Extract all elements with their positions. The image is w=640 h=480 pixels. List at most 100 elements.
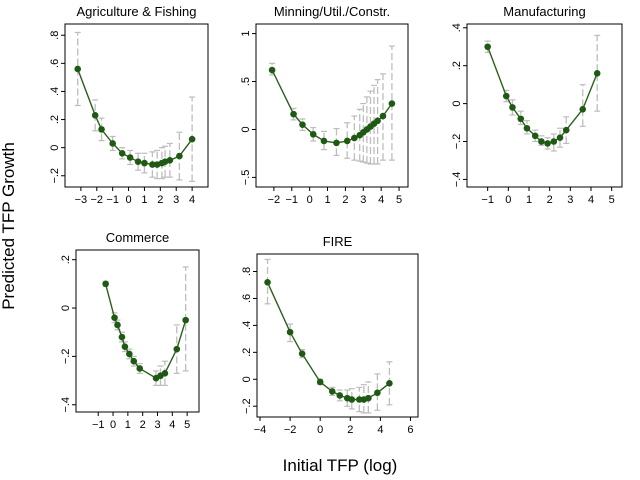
y-axis-label: Predicted TFP Growth [0, 142, 18, 310]
y-tick-label: .2 [60, 255, 72, 264]
data-point [136, 365, 144, 372]
y-tick-label: −.2 [241, 398, 253, 414]
x-tick-label: 4 [588, 194, 594, 206]
x-axis-label: Initial TFP (log) [283, 456, 398, 475]
y-tick-label: .6 [241, 294, 253, 303]
data-point [562, 126, 570, 134]
data-point [388, 100, 396, 107]
data-point [538, 138, 545, 145]
y-tick-label: .8 [49, 31, 61, 40]
y-tick-label: −.4 [60, 397, 72, 413]
data-point [386, 380, 393, 387]
y-tick-label: −.2 [60, 349, 72, 365]
x-tick-label: 2 [342, 194, 348, 206]
data-point [356, 396, 363, 403]
y-tick-label: .8 [241, 267, 253, 276]
y-tick-label: 0 [241, 376, 253, 382]
data-point [166, 157, 174, 164]
panel-title: FIRE [323, 234, 353, 249]
data-point [309, 130, 317, 138]
x-tick-label: 0 [307, 194, 313, 206]
y-tick-label: −.2 [451, 134, 463, 150]
x-tick-label: 3 [154, 419, 160, 431]
x-tick-label: 0 [505, 194, 511, 206]
panels: Agriculture & Fishing−.20.2.4.6.8−3 −2 −1 0… [49, 4, 623, 436]
plot-frame [255, 23, 409, 188]
x-tick-label: 0 [317, 424, 323, 436]
data-point [517, 115, 525, 123]
data-point [118, 149, 126, 157]
data-point [556, 134, 564, 142]
x-tick-label: 1 [141, 194, 147, 206]
data-point [290, 110, 297, 118]
y-tick-label: .6 [49, 59, 61, 68]
data-point [299, 121, 306, 128]
x-tick-label: −2 [284, 424, 297, 436]
data-point [336, 392, 344, 399]
data-point [161, 370, 169, 377]
y-tick-label: 0 [60, 305, 72, 311]
data-point [351, 134, 358, 142]
data-point [593, 69, 601, 77]
data-point [320, 137, 328, 145]
data-point [509, 104, 516, 111]
x-tick-label: −2 [268, 194, 281, 206]
data-point [333, 139, 340, 147]
data-point [111, 314, 118, 322]
y-tick-label: 0 [49, 145, 61, 151]
data-point [188, 135, 196, 143]
y-tick-label: 1 [240, 31, 252, 37]
x-tick-label: 1 [324, 194, 330, 206]
x-tick-label: −1 [481, 194, 494, 206]
data-point [74, 65, 82, 73]
panel-title: Agriculture & Fishing [77, 4, 197, 19]
panel-title: Commerce [106, 230, 170, 245]
data-point [286, 328, 294, 336]
y-tick-label: .2 [49, 115, 61, 124]
data-point [264, 278, 271, 286]
x-tick-label: 4 [189, 194, 195, 206]
x-tick-label: −4 [254, 424, 267, 436]
x-tick-label: −3 [75, 194, 88, 206]
panel-1: Agriculture & Fishing −.2 0 .2 .4 .6 .8 −3 −2 −1 0… [49, 4, 209, 206]
x-tick-label: 3 [567, 194, 573, 206]
data-point [544, 140, 551, 147]
y-tick-label: −.5 [240, 170, 252, 186]
data-point [268, 66, 276, 74]
x-tick-label: 2 [140, 419, 146, 431]
data-point [182, 316, 189, 324]
y-tick-label: 0 [451, 101, 463, 107]
y-tick-label: .5 [240, 77, 252, 86]
x-tick-label: −2 [91, 194, 104, 206]
data-point [328, 388, 336, 395]
data-point [109, 140, 116, 147]
data-point [550, 138, 558, 145]
data-point [484, 43, 491, 51]
data-point [343, 137, 351, 145]
data-point [134, 158, 142, 166]
x-tick-label: 2 [347, 424, 353, 436]
data-point [176, 152, 183, 160]
x-tick-label: 5 [396, 194, 402, 206]
data-point [126, 350, 133, 358]
x-tick-label: 4 [377, 424, 383, 436]
data-point [502, 92, 510, 100]
x-tick-label: 1 [526, 194, 532, 206]
x-tick-label: −1 [92, 419, 105, 431]
x-tick-label: −1 [106, 194, 119, 206]
panel-3: Manufacturing −.4 −.2 0 .2 .4 −1 0 1 2 3 4 5 [451, 4, 623, 206]
x-tick-label: 5 [184, 419, 190, 431]
x-tick-label: 0 [125, 194, 131, 206]
data-point [173, 345, 181, 353]
x-tick-label: 4 [378, 194, 384, 206]
data-point [126, 154, 134, 161]
data-point [130, 357, 138, 365]
data-point [316, 378, 324, 386]
plot-frame [64, 23, 209, 188]
data-point [98, 126, 105, 133]
x-tick-label: 2 [157, 194, 163, 206]
data-point [531, 132, 539, 140]
x-tick-label: 6 [407, 424, 413, 436]
data-point [374, 389, 381, 397]
